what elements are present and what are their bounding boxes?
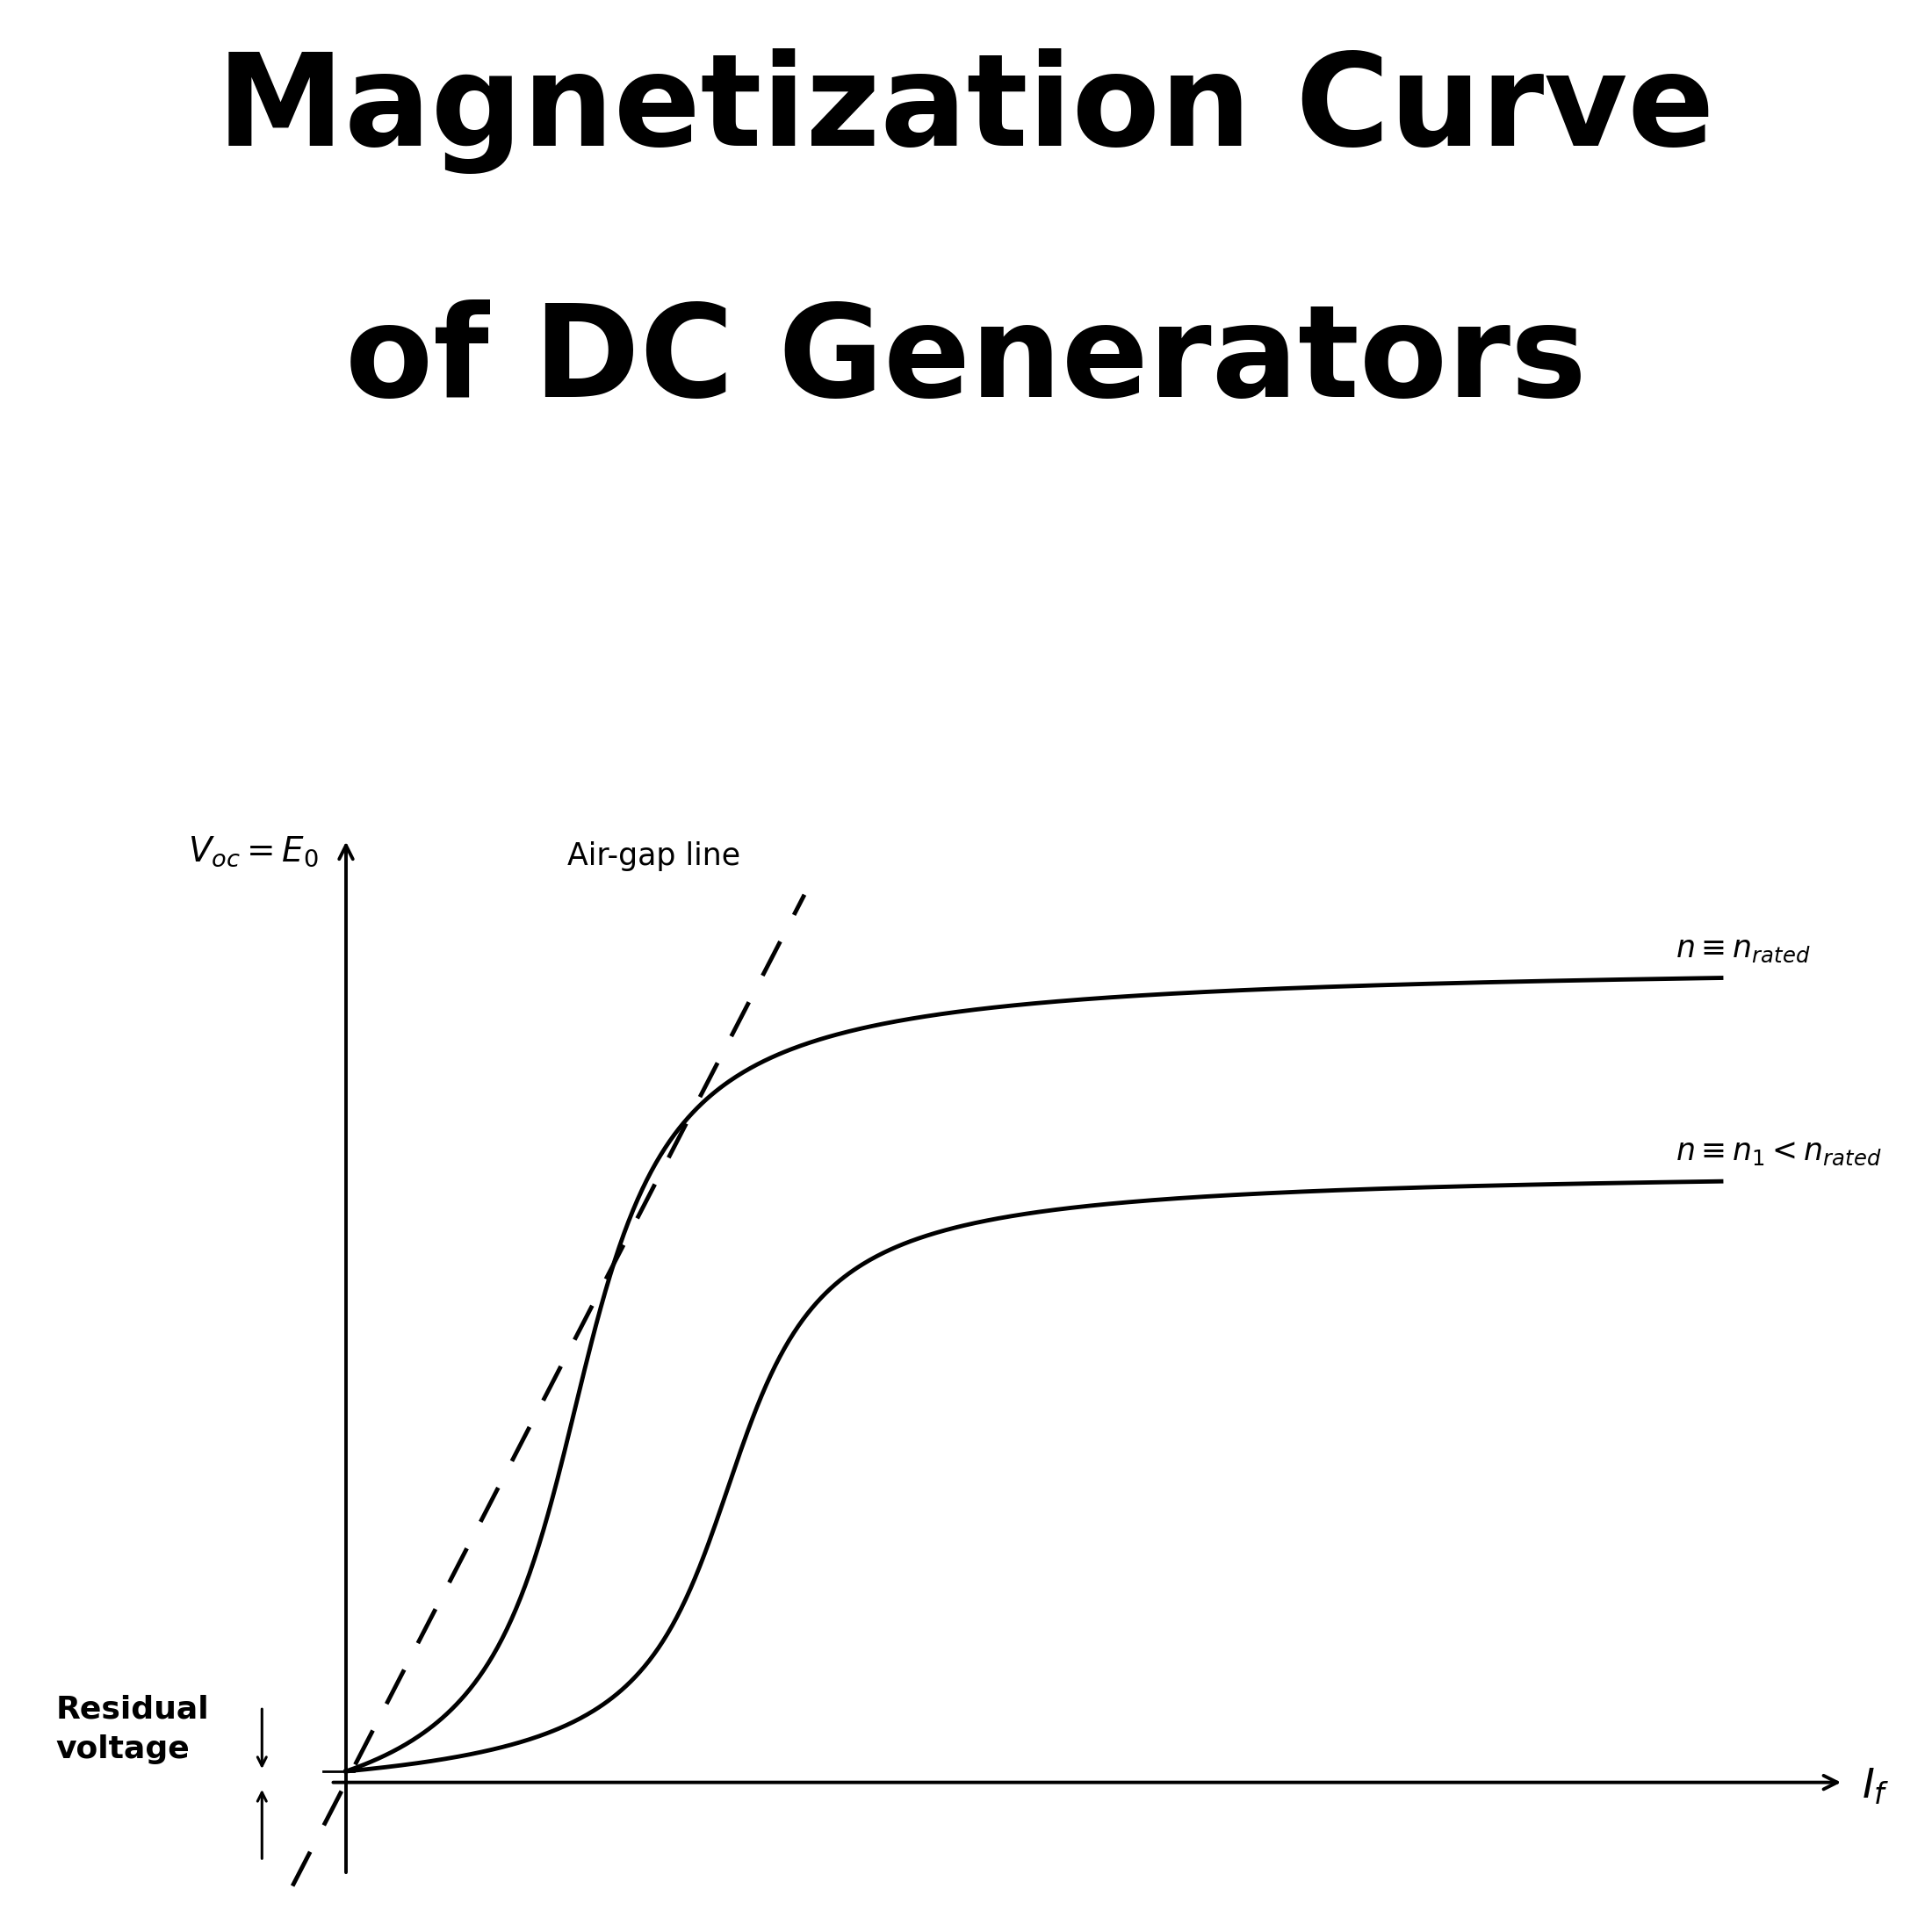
Text: $V_{oc} = E_0$: $V_{oc} = E_0$ [187,835,319,869]
Text: of DC Generators: of DC Generators [346,299,1586,423]
Text: Residual
voltage: Residual voltage [56,1694,209,1764]
Text: Magnetization Curve: Magnetization Curve [216,48,1716,174]
Text: $n \equiv n_{rated}$: $n \equiv n_{rated}$ [1675,935,1810,964]
Text: $n \equiv n_1 < n_{rated}$: $n \equiv n_1 < n_{rated}$ [1675,1138,1882,1167]
Text: Air-gap line: Air-gap line [568,842,740,871]
Text: $I_f$: $I_f$ [1862,1768,1889,1806]
